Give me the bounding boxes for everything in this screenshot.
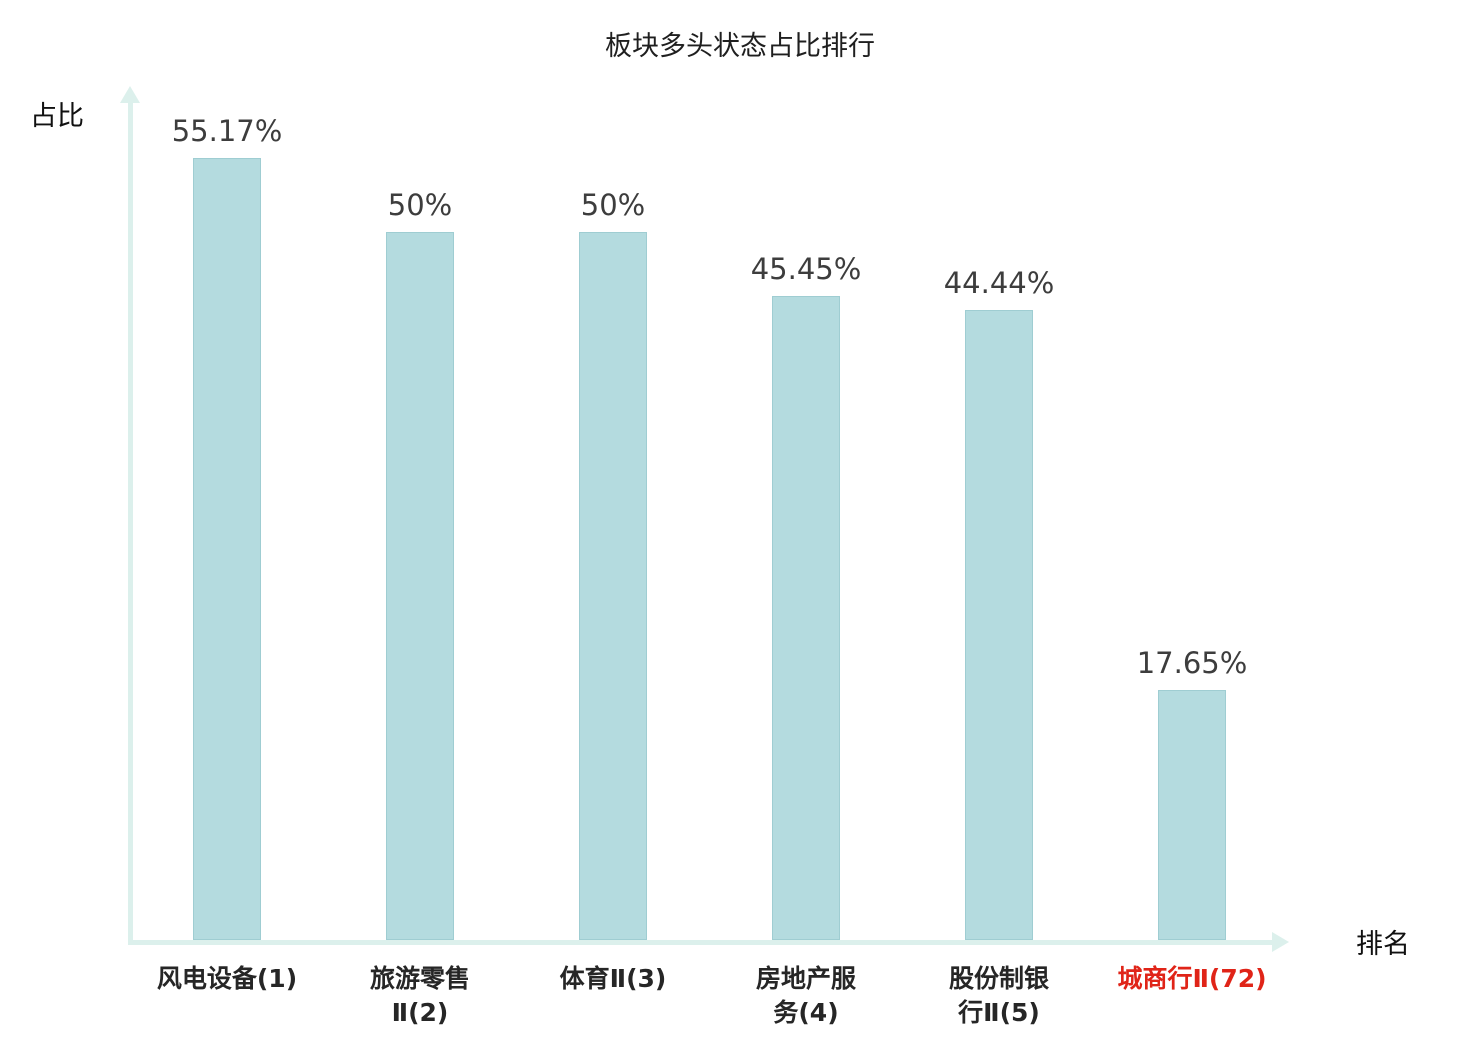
category-label: 股份制银 行Ⅱ(5) (948, 964, 1049, 1027)
x-axis-line (128, 940, 1276, 945)
y-axis-line (128, 102, 133, 945)
chart-title: 板块多头状态占比排行 (605, 31, 875, 62)
bar (772, 296, 840, 940)
category-label: 风电设备(1) (156, 964, 298, 993)
x-axis-label: 排名 (1356, 929, 1410, 960)
bar-value-label: 17.65% (1136, 646, 1248, 680)
category-label: 体育Ⅱ(3) (559, 964, 667, 993)
category-label: 房地产服 务(4) (755, 964, 856, 1027)
bar (386, 232, 454, 940)
bar-value-label: 45.45% (750, 252, 862, 286)
y-axis-label: 占比 (30, 101, 84, 132)
bar (1158, 690, 1226, 940)
bar-value-label: 55.17% (171, 114, 283, 148)
bar (193, 158, 261, 940)
category-label: 城商行Ⅱ(72) (1117, 964, 1267, 993)
bar-value-label: 50% (387, 188, 453, 222)
bar (579, 232, 647, 940)
bar (965, 310, 1033, 940)
bar-value-label: 44.44% (943, 266, 1055, 300)
bar-value-label: 50% (580, 188, 646, 222)
category-label: 旅游零售 Ⅱ(2) (369, 964, 470, 1027)
x-axis-arrow-icon (1272, 932, 1289, 952)
y-axis-arrow-icon (120, 86, 140, 103)
